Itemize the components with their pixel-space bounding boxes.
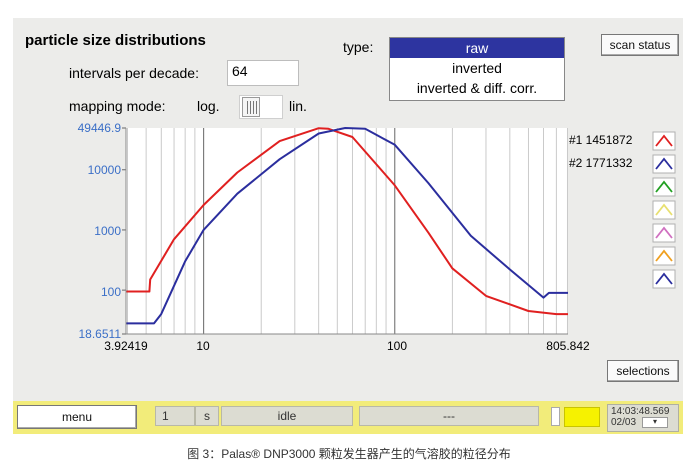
x-tick-label: 805.842 — [546, 339, 590, 353]
legend-swatch-box[interactable] — [652, 131, 676, 151]
intervals-label: intervals per decade: — [69, 65, 199, 81]
legend-swatch-box[interactable] — [652, 223, 676, 243]
series-line — [126, 127, 568, 325]
x-tick-label: 100 — [387, 339, 407, 353]
clock-time: 14:03:48.569 — [611, 406, 670, 417]
mapping-label: mapping mode: — [69, 98, 166, 114]
mapping-lin-label: lin. — [289, 98, 307, 114]
legend-swatch-box[interactable] — [652, 177, 676, 197]
y-tick-label: 1000 — [94, 224, 121, 238]
legend-swatch-box[interactable] — [652, 200, 676, 220]
legend-swatch-icon — [655, 157, 673, 170]
y-tick-label: 18.6511 — [79, 327, 122, 341]
legend-swatch-icon — [655, 226, 673, 239]
y-tick-label: 49446.9 — [78, 121, 122, 135]
y-tick-label: 10000 — [88, 163, 122, 177]
legend-swatch-icon — [655, 180, 673, 193]
type-option-inverted[interactable]: inverted — [452, 60, 502, 76]
legend-swatch-box[interactable] — [652, 246, 676, 266]
menu-button[interactable]: menu — [17, 405, 137, 429]
state-field: idle — [221, 406, 353, 426]
status-indicator-icon — [551, 407, 560, 426]
type-option-raw[interactable]: raw — [390, 38, 564, 58]
legend-swatch-box[interactable] — [652, 269, 676, 289]
legend-swatch-icon — [655, 249, 673, 262]
size-distribution-chart: 49446.9 10000 1000 100 18.6511 3.92419 1… — [78, 121, 676, 353]
x-tick-label: 10 — [196, 339, 210, 353]
status-led-icon — [564, 407, 600, 427]
scan-status-button[interactable]: scan status — [601, 34, 679, 56]
legend-swatch-box[interactable] — [652, 154, 676, 174]
x-tick-label: 3.92419 — [104, 339, 148, 353]
status-bar: menu 1 s idle --- 14:03:48.569 02/03 ▾ — [13, 401, 683, 434]
legend-swatch-icon — [655, 272, 673, 285]
app-window: particle size distributions intervals pe… — [13, 18, 683, 434]
interval-value-field[interactable]: 1 — [155, 406, 195, 426]
intervals-input[interactable]: 64 — [227, 60, 299, 86]
interval-unit: s — [195, 406, 219, 426]
clock-panel: 14:03:48.569 02/03 ▾ — [607, 404, 679, 432]
y-tick-label: 100 — [101, 285, 121, 299]
series-line — [126, 127, 568, 316]
type-label: type: — [343, 39, 374, 55]
selections-button[interactable]: selections — [607, 360, 679, 382]
mapping-log-label: log. — [197, 98, 220, 114]
mapping-mode-toggle[interactable] — [239, 95, 283, 119]
legend-entry-label: #2 1771332 — [569, 156, 633, 170]
message-field: --- — [359, 406, 539, 426]
legend-entry-label: #1 1451872 — [569, 133, 633, 147]
toggle-knob-icon[interactable] — [242, 97, 260, 117]
figure-caption: 图 3：Palas® DNP3000 颗粒发生器产生的气溶胶的粒径分布 — [187, 447, 511, 461]
date-dropdown-icon[interactable]: ▾ — [642, 417, 669, 428]
panel-title: particle size distributions — [25, 32, 206, 49]
legend-swatch-icon — [655, 134, 673, 147]
legend-swatch-icon — [655, 203, 673, 216]
type-option-inverted-diff-corr[interactable]: inverted & diff. corr. — [416, 80, 538, 96]
plot-area — [126, 128, 568, 334]
type-listbox[interactable]: raw inverted inverted & diff. corr. — [389, 37, 565, 101]
clock-date: 02/03 — [611, 417, 637, 428]
